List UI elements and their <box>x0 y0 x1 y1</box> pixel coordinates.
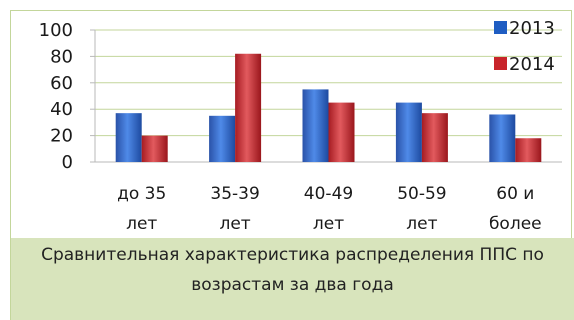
x-tick-label: до 35 <box>117 184 166 204</box>
bar-2014-0 <box>141 135 168 162</box>
bar-2013-4 <box>489 114 516 162</box>
x-tick-label: лет <box>126 214 157 234</box>
legend-label-2013: 2013 <box>509 18 555 39</box>
bar-2013-1 <box>209 115 236 162</box>
bar-2014-1 <box>235 53 262 163</box>
bar-2013-2 <box>302 89 329 162</box>
y-tick-label: 80 <box>50 46 73 67</box>
x-tick-label: более <box>489 214 542 234</box>
legend: 2013 2014 <box>494 18 555 75</box>
x-tick-label: 40-49 <box>304 184 353 204</box>
bars <box>115 53 542 163</box>
figure-caption: Сравнительная характеристика распределен… <box>10 238 574 320</box>
y-tick-label: 40 <box>50 99 73 120</box>
y-tick-label: 60 <box>50 73 73 94</box>
x-tick-label: лет <box>406 214 437 234</box>
x-tick-label: 50-59 <box>397 184 446 204</box>
y-tick-label: 100 <box>39 20 73 41</box>
bar-2014-4 <box>515 138 542 162</box>
chart-area <box>10 10 572 239</box>
y-tick-label: 20 <box>50 126 73 147</box>
caption-line-1: Сравнительная характеристика распределен… <box>41 245 544 265</box>
bar-2013-3 <box>395 102 422 162</box>
legend-swatch-2013 <box>494 21 507 34</box>
bar-2013-0 <box>115 113 142 162</box>
x-tick-label: лет <box>313 214 344 234</box>
y-tick-label: 0 <box>62 152 73 173</box>
x-tick-label: 60 и <box>496 184 534 204</box>
bar-2014-3 <box>421 113 448 162</box>
bar-2014-2 <box>328 102 355 162</box>
legend-swatch-2014 <box>494 57 507 70</box>
bar-chart: 0 20 40 60 80 100 до 35 лет 35-39 лет 40-49 лет 50-… <box>39 18 562 234</box>
x-tick-label: 35-39 <box>210 184 259 204</box>
legend-label-2014: 2014 <box>509 54 555 75</box>
x-tick-labels: до 35 лет 35-39 лет 40-49 лет 50-59 лет 60 и боле… <box>117 184 542 234</box>
caption-line-2: возрастам за два года <box>191 275 394 295</box>
y-tick-labels: 0 20 40 60 80 100 <box>39 20 73 173</box>
x-tick-label: лет <box>219 214 250 234</box>
